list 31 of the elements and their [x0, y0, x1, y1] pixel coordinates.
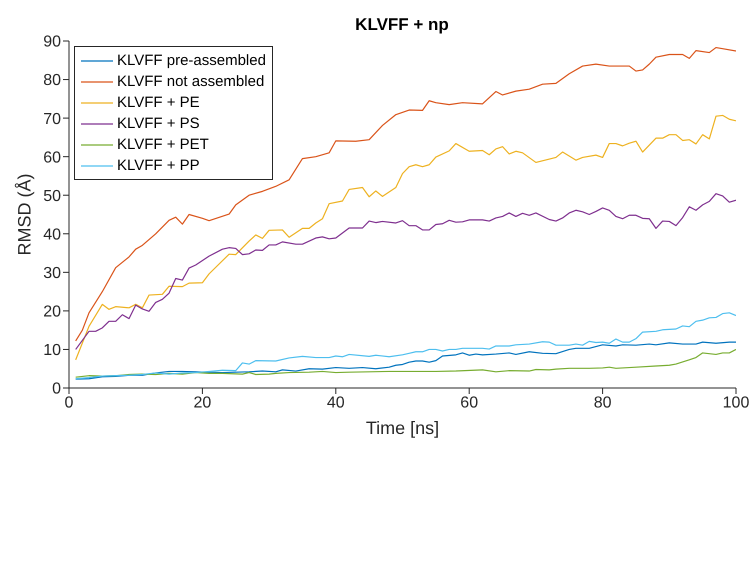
y-tick-label: 90 — [43, 34, 62, 51]
x-tick-label: 100 — [722, 394, 750, 412]
y-tick-label: 50 — [43, 188, 62, 205]
legend-label: KLVFF + PET — [117, 136, 209, 153]
line-series — [75, 348, 736, 378]
y-tick-label: 60 — [43, 149, 62, 166]
x-tick-label: 40 — [326, 394, 345, 412]
y-axis-title: RMSD (Å) — [14, 174, 34, 256]
x-tick-label: 0 — [64, 394, 74, 412]
y-tick-label: 10 — [43, 342, 62, 360]
line-series — [75, 342, 736, 380]
line-series — [75, 114, 736, 360]
y-tick-label: 40 — [43, 226, 62, 244]
line-series — [75, 193, 736, 350]
y-tick-label: 70 — [43, 110, 62, 128]
legend-label: KLVFF + PP — [117, 157, 200, 174]
y-tick-label: 20 — [43, 304, 62, 321]
line-series — [75, 46, 736, 342]
y-tick-label: 0 — [52, 380, 62, 398]
x-axis-title: Time [ns] — [366, 418, 440, 438]
x-tick-label: 60 — [460, 394, 478, 412]
chart-title: KLVFF + np — [355, 15, 449, 34]
legend-label: KLVFF + PE — [117, 94, 200, 111]
line-series — [75, 312, 736, 380]
legend-label: KLVFF + PS — [117, 115, 200, 132]
y-tick-label: 80 — [43, 72, 62, 90]
legend-label: KLVFF pre-assembled — [117, 52, 266, 69]
x-tick-label: 80 — [594, 394, 612, 412]
legend-label: KLVFF not assembled — [117, 73, 264, 90]
x-tick-label: 20 — [194, 394, 212, 412]
y-tick-label: 30 — [43, 265, 62, 282]
